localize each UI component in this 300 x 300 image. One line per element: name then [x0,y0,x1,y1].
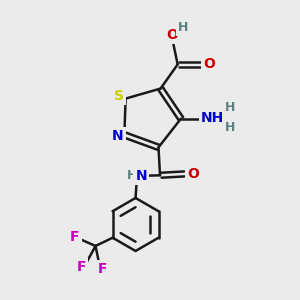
Text: O: O [187,167,199,181]
Text: S: S [114,88,124,103]
Text: H: H [178,21,188,34]
Text: N: N [112,129,124,143]
Text: H: H [225,121,235,134]
Text: O: O [203,57,215,71]
Text: NH: NH [201,111,224,125]
Text: H: H [225,101,235,114]
Text: F: F [76,260,86,274]
Text: O: O [166,28,178,42]
Text: N: N [135,169,147,183]
Text: F: F [70,230,80,244]
Text: F: F [97,262,107,276]
Text: H: H [127,169,137,182]
